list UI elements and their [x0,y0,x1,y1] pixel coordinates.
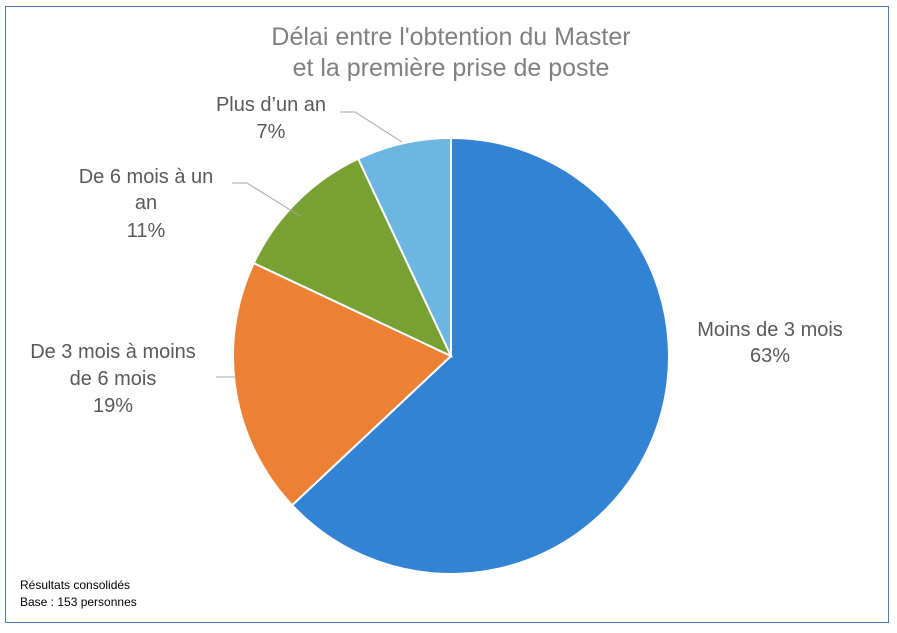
slice-label-moins-3-mois-percent: 63% [750,345,790,367]
slice-label-plus-1-an-percent: 7% [257,121,286,143]
slice-label-3-6-mois-percent: 19% [93,395,133,417]
footnote-base: Base : 153 personnes [20,595,137,609]
chart-title: Délai entre l'obtention du Master et la … [271,23,630,82]
slice-label-3-6-mois-line-1: De 3 mois à moins [30,341,196,363]
slice-label-6-mois-1-an-line-1: De 6 mois à un [79,166,214,188]
slice-plus-1-an [356,136,452,357]
slice-label-6-mois-1-an-line-2: an [135,192,157,214]
slice-label-plus-1-an-line-1: Plus d’un an [216,94,326,116]
slice-label-6-mois-1-an-percent: 11% [127,220,166,242]
leader-line-plus-1-an [340,111,403,143]
chart-title-line-1: Délai entre l'obtention du Master [271,23,630,51]
slice-3-6-mois [232,261,453,507]
slice-label-moins-3-mois-line-1: Moins de 3 mois [697,319,843,341]
slice-moins-3-mois [290,136,670,575]
leader-line-6-mois-1-an [232,182,301,217]
chart-title-line-2: et la première prise de poste [293,54,610,82]
footnote-results: Résultats consolidés [20,578,131,592]
slice-6-mois-1-an [252,157,454,359]
slice-label-3-6-mois-line-2: de 6 mois [70,368,157,390]
